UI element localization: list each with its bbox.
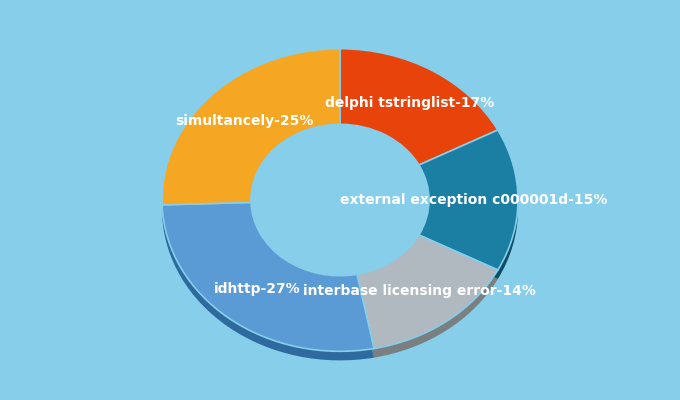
Wedge shape (340, 49, 498, 165)
Text: simultancely-25%: simultancely-25% (175, 114, 313, 128)
Text: idhttp-27%: idhttp-27% (214, 282, 300, 296)
Wedge shape (419, 139, 518, 279)
Wedge shape (357, 244, 498, 358)
Wedge shape (162, 49, 340, 205)
Wedge shape (162, 58, 340, 214)
Text: interbase licensing error-14%: interbase licensing error-14% (303, 284, 537, 298)
Wedge shape (162, 202, 374, 351)
Wedge shape (419, 130, 518, 270)
Wedge shape (357, 235, 498, 348)
Wedge shape (162, 212, 374, 360)
Text: external exception c000001d-15%: external exception c000001d-15% (340, 193, 607, 207)
Wedge shape (340, 58, 498, 174)
Text: delphi tstringlist-17%: delphi tstringlist-17% (324, 96, 494, 110)
Ellipse shape (251, 124, 429, 276)
